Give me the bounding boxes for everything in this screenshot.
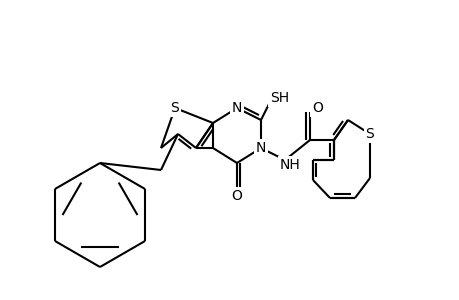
Text: S: S [170,101,179,115]
Text: S: S [365,127,374,141]
Text: SH: SH [270,91,289,105]
Text: N: N [231,101,241,115]
Text: N: N [255,141,266,155]
Text: O: O [312,101,323,115]
Text: NH: NH [279,158,300,172]
Text: O: O [231,189,242,203]
